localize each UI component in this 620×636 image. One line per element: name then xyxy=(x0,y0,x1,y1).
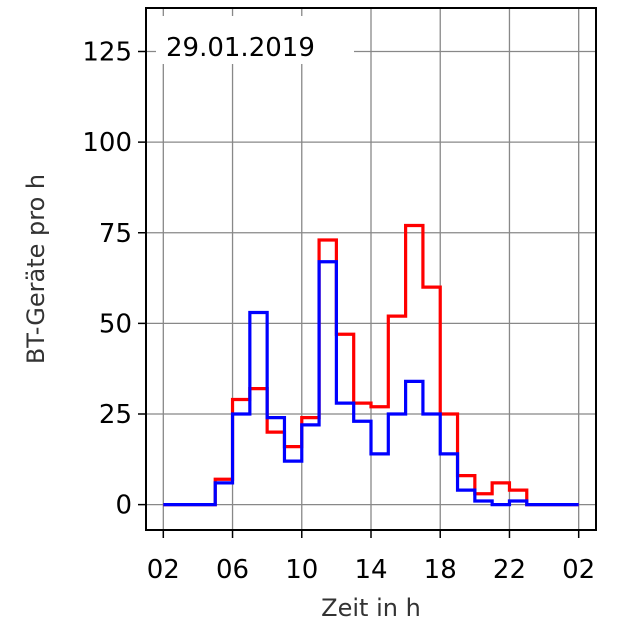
y-tick-label: 125 xyxy=(82,38,132,68)
y-tick-label: 25 xyxy=(99,400,132,430)
annotation-box xyxy=(156,16,354,64)
x-tick-label: 06 xyxy=(216,555,249,585)
x-axis-label: Zeit in h xyxy=(321,594,421,622)
plot-series xyxy=(163,223,579,507)
x-tick-labels: 02 06 10 14 18 22 02 xyxy=(147,555,595,585)
x-tick-label: 14 xyxy=(354,555,387,585)
tick-marks xyxy=(138,50,580,538)
y-tick-label: 0 xyxy=(115,491,132,521)
series-line-blue xyxy=(163,260,579,507)
x-tick-label: 02 xyxy=(147,555,180,585)
y-axis-label: BT-Geräte pro h xyxy=(22,174,50,364)
date-annotation: 29.01.2019 xyxy=(166,33,315,63)
y-tick-label: 75 xyxy=(99,219,132,249)
y-tick-label: 100 xyxy=(82,128,132,158)
y-tick-labels: 0 25 50 75 100 125 xyxy=(82,38,132,521)
y-tick-label: 50 xyxy=(99,309,132,339)
x-tick-label: 18 xyxy=(424,555,457,585)
x-tick-label: 02 xyxy=(562,555,595,585)
x-tick-label: 10 xyxy=(285,555,318,585)
x-tick-label: 22 xyxy=(493,555,526,585)
